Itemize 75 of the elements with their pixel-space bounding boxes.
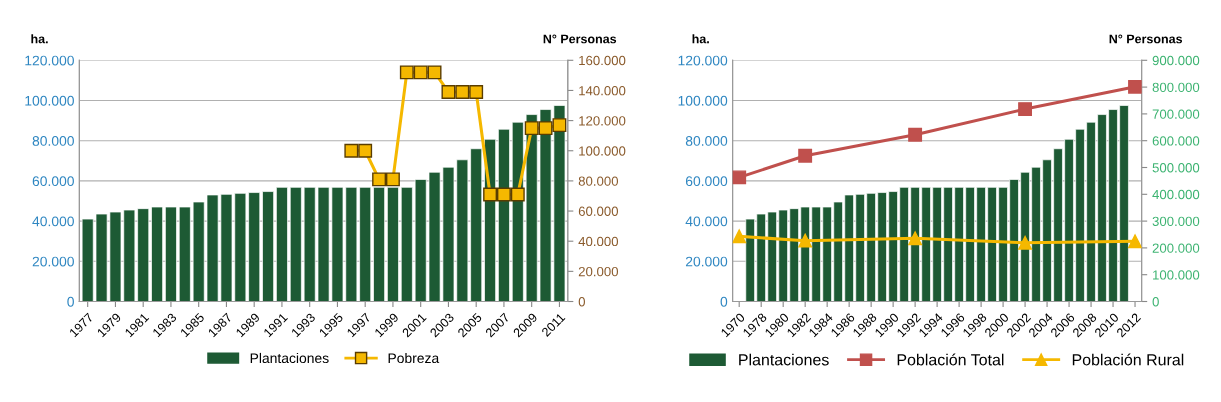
y-tick-label: 40.000 — [685, 216, 728, 227]
y2-tick-label: 20.000 — [578, 266, 619, 277]
y2-tick-label: 400.000 — [1152, 189, 1200, 200]
y2-tick-label: 60.000 — [578, 206, 619, 216]
y-tick-label: 0 — [67, 296, 74, 307]
y-tick-label: 20.000 — [32, 256, 74, 267]
point — [344, 143, 359, 158]
y2-tick-label: 0 — [1152, 297, 1159, 307]
point — [469, 85, 484, 99]
y-axis-title: ha. — [31, 34, 48, 44]
y2-tick-label: 700.000 — [1152, 109, 1200, 119]
y2-axis-title: N° Personas — [543, 34, 617, 44]
point — [538, 121, 553, 136]
y2-tick-label: 300.000 — [1152, 216, 1200, 227]
y2-tick-label: 100.000 — [1153, 270, 1200, 280]
point — [496, 187, 511, 202]
bar — [387, 186, 399, 302]
legend-label: Población Total — [897, 353, 1004, 366]
bar — [498, 128, 510, 302]
legend-label: Plantaciones — [250, 352, 329, 364]
y-tick-label: 80.000 — [685, 136, 728, 146]
y2-tick-label: 500.000 — [1152, 163, 1200, 173]
y2-tick-label: 200.000 — [1152, 243, 1200, 253]
point — [732, 229, 747, 244]
bar — [373, 186, 385, 302]
point — [413, 65, 428, 80]
point — [1018, 102, 1033, 117]
point — [1018, 235, 1033, 250]
y-tick-label: 100.000 — [25, 95, 74, 106]
y-tick-label: 60.000 — [685, 176, 728, 187]
point — [372, 172, 387, 187]
y2-tick-label: 160.000 — [579, 55, 626, 66]
point — [385, 172, 400, 187]
point — [441, 85, 456, 99]
point — [455, 85, 470, 99]
legend-label: Pobreza — [388, 352, 440, 364]
bar — [151, 206, 163, 302]
point — [908, 231, 923, 246]
point — [510, 187, 525, 202]
bar — [276, 186, 288, 302]
y-tick-label: 40.000 — [32, 216, 74, 227]
point — [798, 233, 813, 248]
y2-tick-label: 800.000 — [1152, 82, 1200, 93]
y-axis-title: ha. — [692, 34, 709, 44]
y2-tick-label: 100.000 — [579, 146, 626, 156]
y-tick-label: 100.000 — [678, 95, 728, 106]
legend-label: Población Rural — [1072, 353, 1184, 366]
point — [427, 65, 442, 80]
y-tick-label: 60.000 — [32, 176, 74, 187]
y-tick-label: 120.000 — [25, 55, 74, 66]
point — [1128, 234, 1142, 249]
y2-axis-title: N° Personas — [1109, 34, 1183, 44]
y2-tick-label: 600.000 — [1152, 136, 1200, 146]
y-tick-label: 20.000 — [685, 256, 728, 267]
point — [552, 118, 567, 133]
point — [524, 121, 539, 136]
point — [358, 143, 373, 158]
y2-tick-label: 120.000 — [579, 116, 626, 126]
y2-tick-label: 900.000 — [1152, 55, 1200, 66]
point — [399, 65, 414, 80]
y-tick-label: 0 — [720, 296, 728, 307]
point — [483, 187, 498, 202]
y-tick-label: 80.000 — [32, 136, 74, 146]
point — [732, 170, 747, 185]
point — [908, 127, 923, 142]
bar — [262, 191, 274, 302]
point — [798, 148, 813, 163]
y2-tick-label: 80.000 — [578, 176, 619, 186]
y2-tick-label: 140.000 — [579, 86, 626, 96]
y-tick-label: 120.000 — [678, 55, 728, 66]
point — [1128, 79, 1142, 94]
bar — [165, 206, 177, 302]
legend-label: Plantaciones — [739, 353, 829, 366]
y2-tick-label: 0 — [578, 297, 585, 307]
y2-tick-label: 40.000 — [578, 236, 619, 247]
